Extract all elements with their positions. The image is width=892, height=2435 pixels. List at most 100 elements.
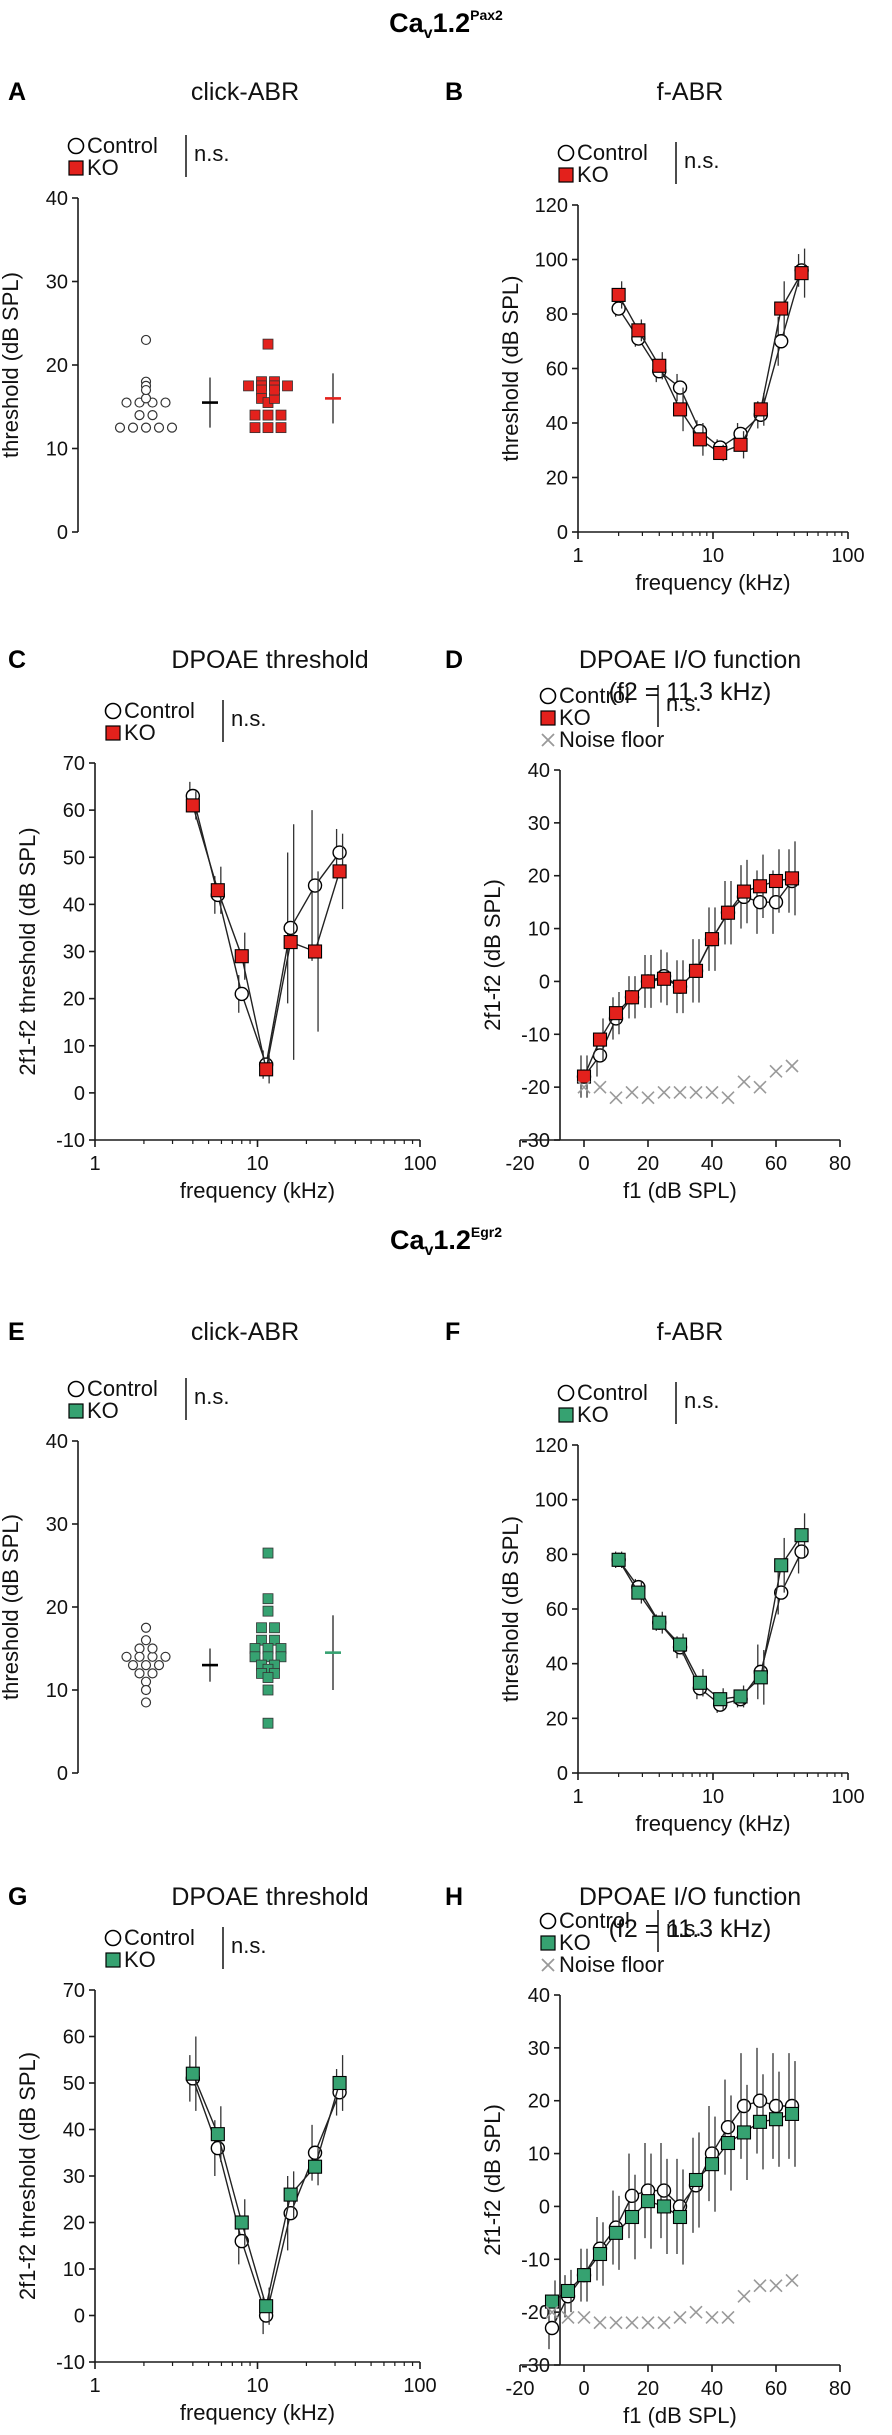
significance-label: n.s. <box>231 706 266 731</box>
panel-title: DPOAE threshold <box>171 646 368 674</box>
x-tick-label: 40 <box>701 2378 723 2400</box>
ko-point <box>592 1032 608 1047</box>
y-tick-label: -30 <box>521 1130 550 1152</box>
ko-point <box>234 2215 249 2230</box>
noise-floor-point <box>785 1059 799 1073</box>
legend-marker-ko <box>105 1952 121 1968</box>
y-tick-label: 20 <box>528 2091 550 2113</box>
y-tick-label: 30 <box>63 2166 85 2188</box>
noise-floor-point <box>721 1091 735 1105</box>
control-point <box>672 380 688 395</box>
y-tick-label: 30 <box>528 813 550 835</box>
y-tick-label: 20 <box>46 355 68 377</box>
legend-marker-control <box>539 687 557 705</box>
series-ko <box>185 2036 347 2325</box>
y-tick-label: 50 <box>63 847 85 869</box>
x-axis-label: frequency (kHz) <box>635 570 790 595</box>
ko-point <box>185 798 200 813</box>
control-point <box>752 894 768 910</box>
panel-title: click-ABR <box>191 1318 299 1346</box>
y-tick-label: 40 <box>63 2120 85 2142</box>
y-tick-label: 40 <box>63 894 85 916</box>
ko-point <box>640 974 656 989</box>
control-point <box>140 422 152 433</box>
control-point <box>140 334 152 346</box>
legend-label: Control <box>124 1925 195 1950</box>
y-tick-label: 0 <box>57 522 68 544</box>
noise-floor-point <box>609 2316 623 2330</box>
series-noise-floor <box>545 2273 799 2330</box>
x-tick-label: 80 <box>829 2378 851 2400</box>
significance-label: n.s. <box>194 141 229 166</box>
y-axis-label: threshold (dB SPL) <box>0 1514 23 1700</box>
ko-point <box>692 432 707 447</box>
legend-label: Control <box>577 140 648 165</box>
section-title-pax2: Cav1.2Pax2 <box>389 7 503 42</box>
title-sup: Egr2 <box>471 1224 502 1240</box>
x-tick-label: 1 <box>572 545 583 567</box>
noise-floor-point <box>625 2316 639 2330</box>
ko-point <box>652 1615 667 1630</box>
noise-floor-point <box>641 1091 655 1105</box>
ko-point <box>249 1651 261 1663</box>
series-ko <box>544 2061 800 2323</box>
control-point <box>768 2098 784 2114</box>
x-tick-label: 100 <box>403 2375 436 2397</box>
noise-floor-point <box>737 2289 751 2303</box>
y-tick-label: -10 <box>56 1130 85 1152</box>
series-control <box>611 254 809 456</box>
legend-label: Control <box>559 1908 630 1933</box>
y-tick-label: 20 <box>46 1597 68 1619</box>
y-tick-label: 100 <box>535 250 568 272</box>
panel-letter: B <box>445 78 463 106</box>
panel-title: DPOAE threshold <box>171 1883 368 1911</box>
control-point <box>147 1668 158 1679</box>
ko-point <box>672 1637 688 1652</box>
ko-point <box>210 883 225 898</box>
control-point <box>121 1651 132 1662</box>
ko-point <box>736 2125 752 2140</box>
ko-point <box>713 445 728 461</box>
control-point <box>134 1651 145 1662</box>
noise-floor-point <box>785 2273 799 2287</box>
ko-point <box>256 1634 267 1646</box>
panel-letter: F <box>445 1318 460 1346</box>
series-control <box>185 2055 347 2335</box>
x-tick-label: 0 <box>578 1153 589 1175</box>
panel-subtitle: (f2 = 11.3 kHz) <box>609 678 772 706</box>
legend-marker-ko <box>540 1935 556 1951</box>
series-ko <box>576 841 800 1098</box>
control-point <box>624 2188 640 2204</box>
y-tick-label: 40 <box>46 1431 68 1453</box>
y-tick-label: -10 <box>521 2249 550 2271</box>
control-point <box>114 422 126 433</box>
series-line <box>192 2073 341 2307</box>
panel-letter: D <box>445 646 463 674</box>
title-sub: v <box>424 1242 433 1259</box>
ko-point <box>262 1684 274 1696</box>
ko-point <box>624 990 640 1005</box>
y-tick-label: 10 <box>46 439 68 461</box>
series-noise-floor <box>577 1059 799 1105</box>
legend-marker-control <box>539 1912 557 1930</box>
ko-point <box>234 949 249 964</box>
y-tick-label: 10 <box>528 2144 550 2166</box>
x-tick-label: 1 <box>89 2375 100 2397</box>
control-point <box>140 1622 152 1633</box>
ko-point <box>576 2268 592 2283</box>
panel-h: H DPOAE I/O function(f2 = 11.3 kHz)-30-20… <box>445 1883 851 2428</box>
legend-marker-control <box>67 137 85 155</box>
ko-point <box>262 409 274 421</box>
ko-point <box>692 1675 707 1690</box>
noise-floor-point <box>673 1085 687 1099</box>
control-point <box>283 920 298 936</box>
control-point <box>121 397 132 408</box>
y-tick-label: 20 <box>528 866 550 888</box>
significance-label: n.s. <box>231 1933 266 1958</box>
y-tick-label: 40 <box>528 760 550 782</box>
noise-floor-point <box>545 2305 559 2319</box>
